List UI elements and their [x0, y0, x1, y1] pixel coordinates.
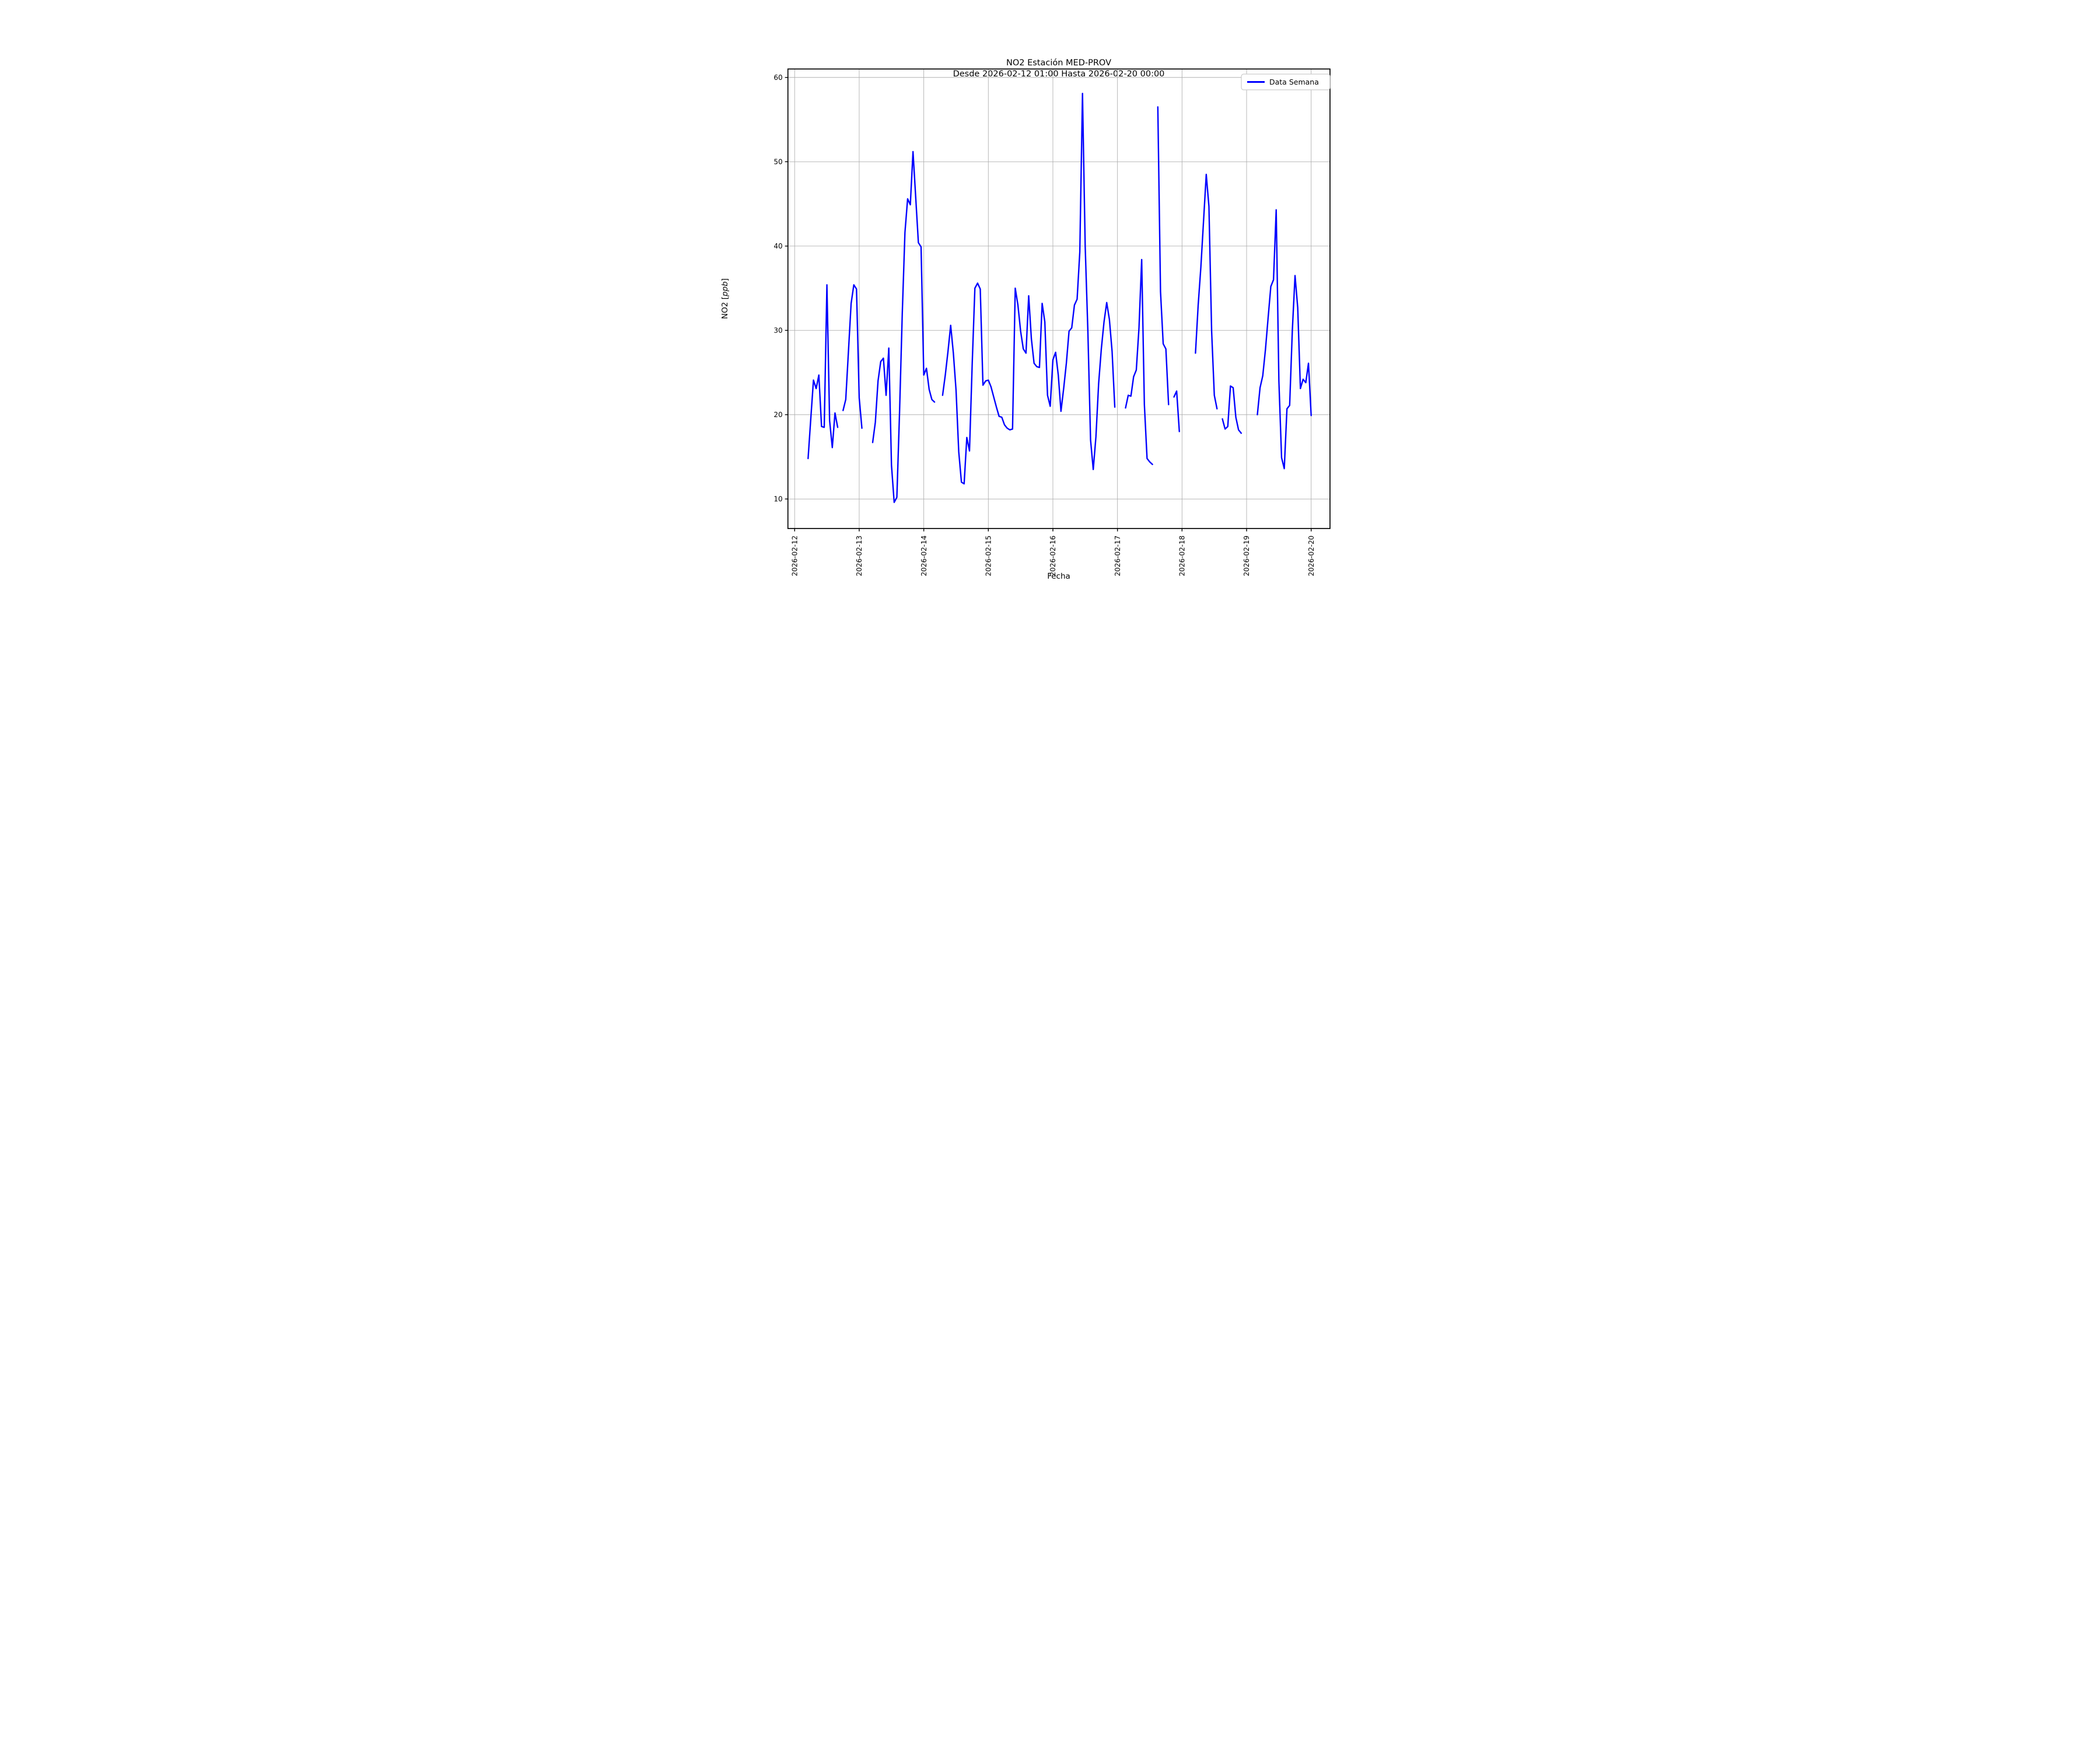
x-tick-label: 2026-02-13: [855, 536, 863, 576]
x-tick-label: 2026-02-14: [920, 536, 928, 576]
data-semana-line: [1125, 258, 1153, 466]
data-semana-line: [1173, 390, 1180, 432]
legend-box: [1241, 74, 1331, 90]
y-tick-label: 10: [774, 495, 782, 503]
x-tick-label: 2026-02-16: [1049, 536, 1057, 576]
x-tick-label: 2026-02-12: [790, 536, 799, 576]
plot-border: [787, 68, 1331, 529]
y-tick-label: 40: [774, 242, 782, 250]
chart-title: NO2 Estación MED-PROV: [1006, 58, 1111, 68]
axes-spines: [787, 68, 1331, 529]
x-tick-label: 2026-02-17: [1114, 536, 1122, 576]
x-tick-label: 2026-02-15: [984, 536, 992, 576]
x-tick-label: 2026-02-19: [1242, 536, 1251, 576]
chart-subtitle: Desde 2026-02-12 01:00 Hasta 2026-02-20 …: [953, 69, 1165, 79]
data-semana-line: [842, 284, 863, 429]
data-semana-line: [1195, 173, 1218, 410]
legend: Data Semana: [1241, 74, 1331, 90]
legend-label: Data Semana: [1269, 78, 1319, 86]
y-tick-label: 30: [774, 327, 782, 335]
figure-canvas: NO2 Estación MED-PROV Desde 2026-02-12 0…: [700, 0, 1400, 583]
data-semana-line: [942, 93, 1116, 485]
y-axis-label: NO2 [ppb]: [720, 278, 730, 319]
y-tick-label: 50: [774, 158, 782, 166]
x-tick-label: 2026-02-18: [1178, 536, 1186, 576]
grid-lines: [788, 69, 1330, 528]
tick-marks-and-labels: 10 20 30 40 50 60 2026-02-12 2026-02-13 2026-02-…: [774, 74, 1315, 576]
data-semana-line: [807, 284, 839, 460]
y-tick-label: 60: [774, 74, 782, 82]
x-axis-label: Fecha: [1047, 572, 1070, 581]
y-tick-label: 20: [774, 411, 782, 419]
data-series-layer: [807, 93, 1312, 503]
data-semana-line: [1222, 385, 1242, 434]
data-semana-line: [1157, 106, 1170, 405]
x-tick-label: 2026-02-20: [1307, 536, 1315, 576]
data-semana-line: [872, 150, 936, 503]
data-semana-line: [1256, 209, 1312, 470]
no2-line-chart: NO2 Estación MED-PROV Desde 2026-02-12 0…: [720, 58, 1331, 581]
